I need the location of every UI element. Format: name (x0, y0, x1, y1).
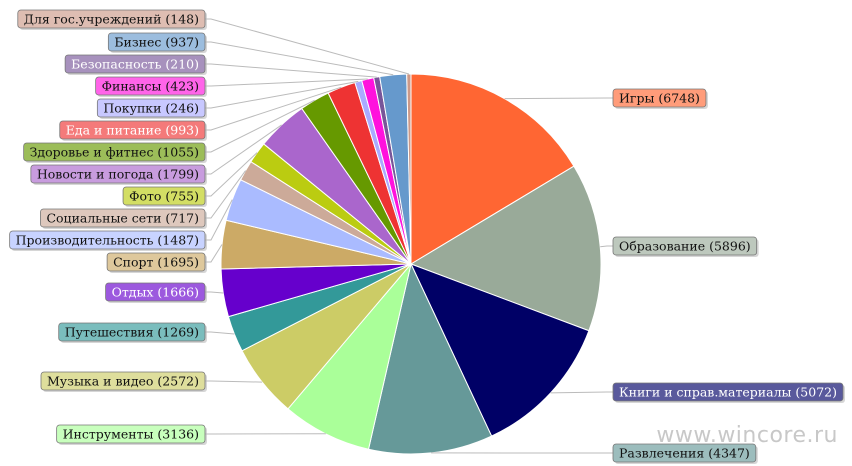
slice-label: Путешествия (1269) (58, 322, 207, 343)
leader-line (504, 97, 613, 100)
slice-label: Книги и справ.материалы (5072) (612, 382, 845, 403)
slice-label-text: Путешествия (1269) (65, 325, 199, 340)
leader-line (205, 331, 235, 335)
slice-label-text: Игры (6748) (619, 91, 700, 106)
slice-label-text: Новости и погода (1799) (37, 167, 199, 182)
pie-slices (220, 73, 602, 455)
slice-label-text: Музыка и видео (2572) (47, 374, 199, 389)
slice-label: Для гос.учреждений (148) (17, 9, 207, 30)
slice-label: Еда и питание (993) (59, 120, 207, 141)
slice-label: Игры (6748) (612, 88, 708, 109)
slice-label: Бизнес (937) (107, 32, 207, 53)
slice-label: Финансы (423) (95, 76, 207, 97)
slice-label: Развлечения (4347) (612, 443, 758, 464)
slice-label: Инструменты (3136) (56, 424, 207, 445)
leader-line (205, 291, 224, 294)
slice-label-text: Финансы (423) (102, 79, 199, 94)
slice-label: Здоровье и фитнес (1055) (23, 142, 207, 163)
slice-label-text: Книги и справ.материалы (5072) (619, 385, 837, 400)
slice-label: Музыка и видео (2572) (40, 371, 207, 392)
slice-label-text: Образование (5896) (619, 239, 751, 254)
slice-label-text: Отдых (1666) (112, 285, 199, 300)
leader-line (550, 391, 613, 394)
slice-label-text: Еда и питание (993) (66, 123, 199, 138)
leader-line (600, 245, 613, 248)
slice-label-text: Инструменты (3136) (63, 427, 199, 442)
slice-label: Спорт (1695) (106, 252, 207, 273)
leader-line (205, 41, 394, 76)
slice-label: Социальные сети (717) (40, 208, 207, 229)
slice-label-text: Безопасность (210) (71, 57, 199, 72)
slice-label: Покупки (246) (96, 98, 207, 119)
slice-label-text: Развлечения (4347) (619, 446, 750, 461)
slice-label-text: Социальные сети (717) (46, 211, 199, 226)
slice-label: Фото (755) (122, 186, 207, 207)
watermark: www.wincore.ru (656, 423, 838, 448)
slice-label-text: Для гос.учреждений (148) (24, 12, 199, 27)
slice-label-text: Производительность (1487) (16, 233, 199, 248)
slice-label: Производительность (1487) (9, 230, 207, 251)
slice-label-text: Бизнес (937) (114, 35, 199, 50)
slice-label: Новости и погода (1799) (30, 164, 207, 185)
leader-line (205, 380, 263, 383)
slice-label: Безопасность (210) (64, 54, 207, 75)
slice-label: Отдых (1666) (105, 282, 207, 303)
pie-slice (410, 73, 575, 265)
leader-line (205, 244, 223, 263)
slice-labels: Игры (6748) Образование (5896) Книги и спр… (9, 9, 845, 464)
slice-label-text: Здоровье и фитнес (1055) (30, 145, 199, 160)
slice-label-text: Фото (755) (129, 189, 199, 204)
leader-line (205, 63, 377, 78)
pie-slice (410, 263, 590, 437)
pie-slice (409, 165, 602, 332)
slice-label-text: Спорт (1695) (113, 255, 199, 270)
slice-label-text: Покупки (246) (103, 101, 199, 116)
leader-line (205, 78, 368, 87)
slice-label: Образование (5896) (612, 236, 759, 257)
